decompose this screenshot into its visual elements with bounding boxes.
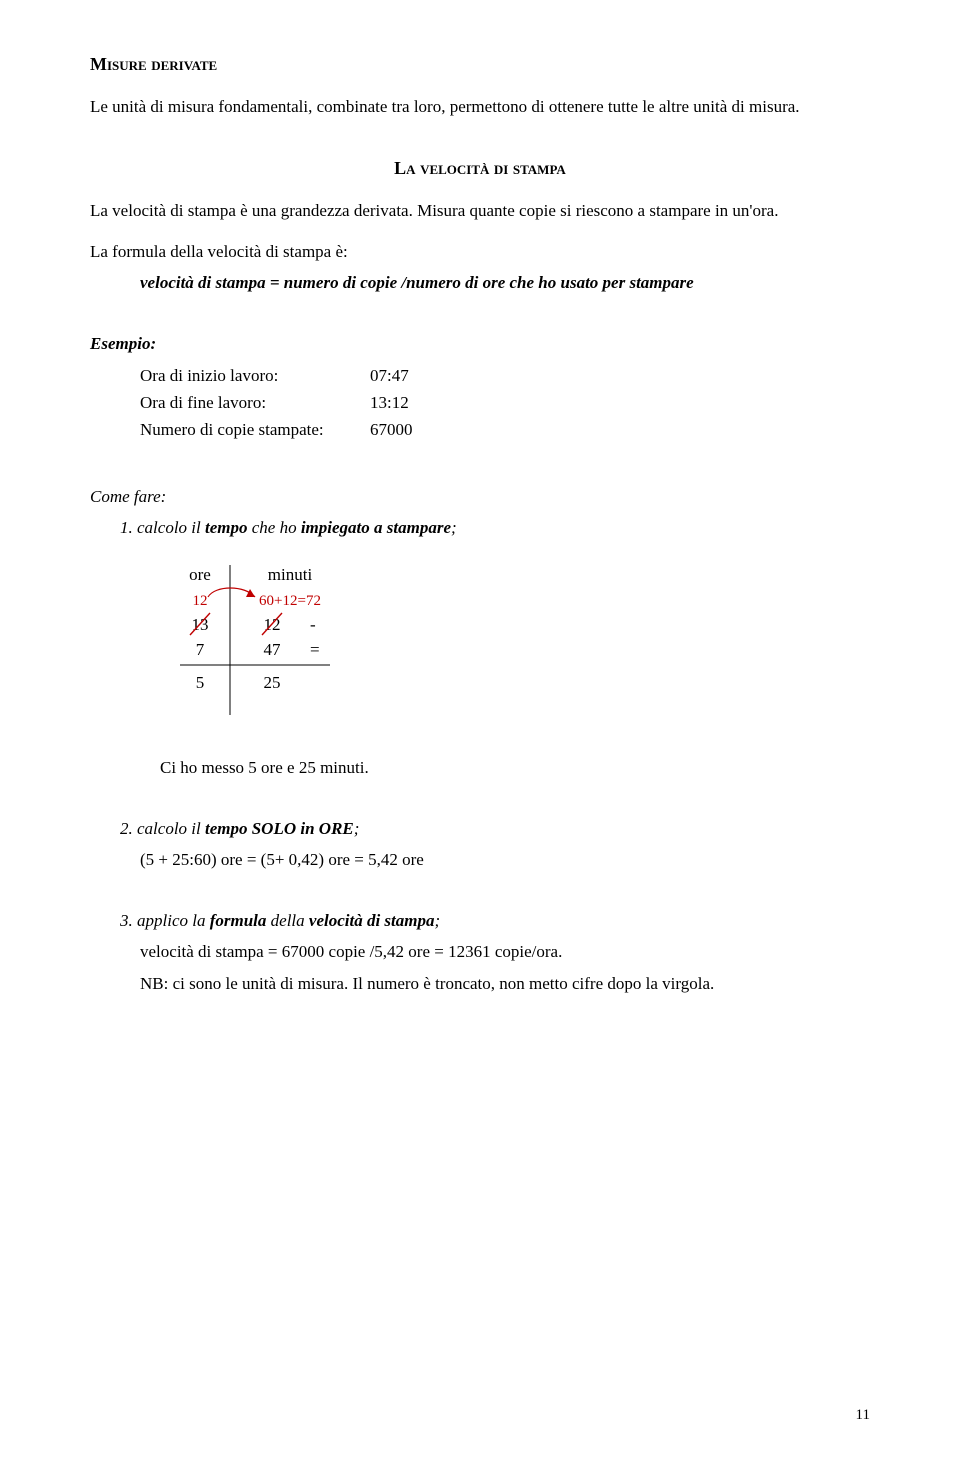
step-1: 1. calcolo il tempo che ho impiegato a s… [120,514,870,541]
step2-calc: (5 + 25:60) ore = (5+ 0,42) ore = 5,42 o… [140,846,870,873]
step3-bold: velocità di stampa [309,911,435,930]
esempio-row: Ora di fine lavoro: 13:12 [140,389,870,416]
cell-47: 47 [264,640,282,659]
intro-paragraph: Le unità di misura fondamentali, combina… [90,93,870,120]
step2-text: ; [354,819,360,838]
step1-text: ; [451,518,457,537]
step-2: 2. calcolo il tempo SOLO in ORE; [120,815,870,842]
subtraction-diagram: ore minuti 12 60+12=72 13 12 - 7 47 = 5 … [160,555,400,725]
heading-velocita-stampa: La velocità di stampa [90,154,870,183]
step1-result: Ci ho messo 5 ore e 25 minuti. [160,754,870,781]
cell-25: 25 [264,673,281,692]
step3-text: ; [435,911,441,930]
esempio-value: 13:12 [370,389,409,416]
esempio-row: Ora di inizio lavoro: 07:47 [140,362,870,389]
equals: = [310,640,320,659]
esempio-block: Ora di inizio lavoro: 07:47 Ora di fine … [140,362,870,444]
para-formula-intro: La formula della velocità di stampa è: [90,238,870,265]
come-fare-heading: Come fare: [90,483,870,510]
red-12: 12 [193,593,208,609]
formula-line: velocità di stampa = numero di copie /nu… [140,269,870,296]
cell-7: 7 [196,640,205,659]
step3-text: 3. applico la [120,911,210,930]
col-ore: ore [189,565,211,584]
esempio-heading: Esempio: [90,330,870,357]
cell-5: 5 [196,673,205,692]
esempio-row: Numero di copie stampate: 67000 [140,416,870,443]
calc-diagram: ore minuti 12 60+12=72 13 12 - 7 47 = 5 … [160,555,870,733]
step1-bold: tempo [205,518,248,537]
step1-text: che ho [247,518,300,537]
step3-bold: formula [210,911,267,930]
red-sum: 60+12=72 [259,593,321,609]
col-minuti: minuti [268,565,313,584]
para-velocita: La velocità di stampa è una grandezza de… [90,197,870,224]
step1-bold: impiegato a stampare [301,518,451,537]
esempio-label: Numero di copie stampate: [140,416,370,443]
step2-text: 2. calcolo il [120,819,205,838]
page-number: 11 [856,1403,870,1427]
step3-calc: velocità di stampa = 67000 copie /5,42 o… [140,938,870,965]
step3-note: NB: ci sono le unità di misura. Il numer… [140,970,870,997]
esempio-label: Ora di fine lavoro: [140,389,370,416]
esempio-value: 67000 [370,416,413,443]
heading-misure-derivate: Misure derivate [90,50,870,79]
minus: - [310,615,316,634]
step1-text: 1. calcolo il [120,518,205,537]
step2-bold: tempo SOLO in ORE [205,819,354,838]
step-3: 3. applico la formula della velocità di … [120,907,870,934]
step3-text: della [266,911,309,930]
esempio-label: Ora di inizio lavoro: [140,362,370,389]
esempio-value: 07:47 [370,362,409,389]
